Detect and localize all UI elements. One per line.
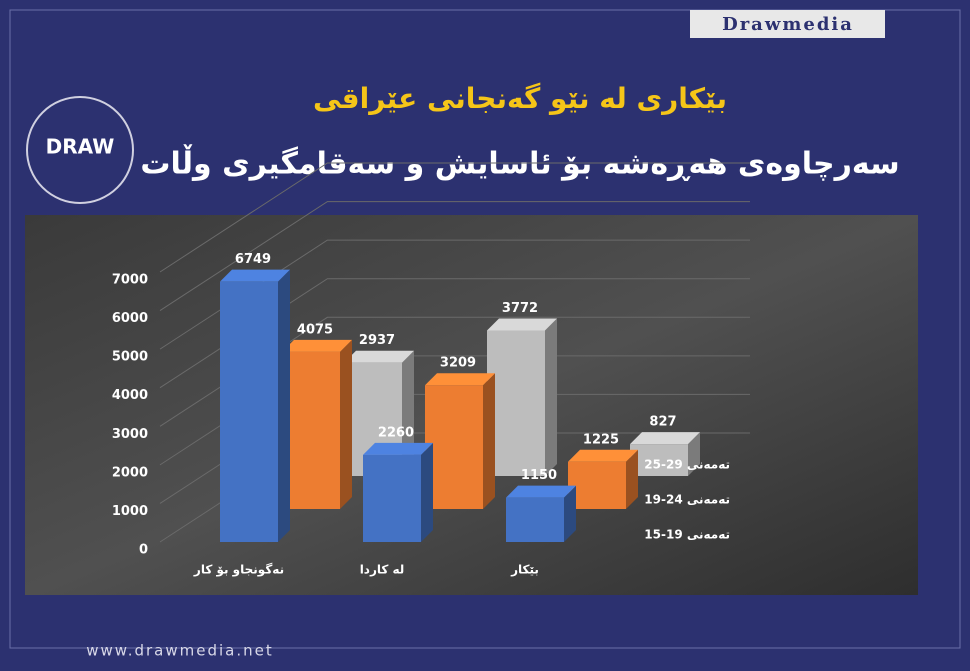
- brand-box: [690, 10, 885, 38]
- chart: 0 1000 2000 3000 4000 5000 6000 7000 2937 3772 827…: [112, 162, 750, 578]
- x-tick-label: بێکار: [510, 563, 539, 577]
- bar: [506, 497, 564, 542]
- bar-top: [220, 269, 290, 282]
- bar-side: [688, 432, 700, 476]
- bar: [568, 461, 626, 509]
- value-label: 2260: [378, 425, 414, 440]
- footer-url: www.drawmedia.net: [86, 642, 273, 660]
- value-label: 4075: [297, 322, 333, 337]
- value-label: 1150: [521, 468, 557, 483]
- bar-top: [568, 449, 638, 462]
- value-label: 2937: [359, 333, 395, 348]
- y-tick-label: 1000: [112, 504, 148, 519]
- bar: [487, 330, 545, 476]
- bar-side: [340, 339, 352, 509]
- bar-side: [278, 269, 290, 542]
- bar-top: [363, 442, 433, 455]
- bar: [220, 281, 278, 542]
- bar-top: [487, 318, 557, 331]
- grid-line: [159, 316, 750, 427]
- y-tick-label: 3000: [112, 427, 148, 442]
- y-tick-label: 7000: [112, 273, 148, 288]
- series-label: تەمەنی 19-15: [644, 528, 730, 542]
- y-tick-label: 4000: [112, 388, 148, 403]
- bar-top: [282, 339, 352, 352]
- value-label: 3209: [440, 356, 476, 371]
- grid-line: [159, 239, 750, 350]
- bar-top: [344, 350, 414, 363]
- bar: [363, 454, 421, 542]
- brand: Drawmedia: [722, 14, 854, 35]
- bar-top: [506, 485, 576, 498]
- bar-side: [545, 318, 557, 476]
- bar-side: [564, 485, 576, 542]
- series-label: تەمەنی 29-25: [644, 458, 730, 472]
- series-label: تەمەنی 24-19: [644, 493, 730, 507]
- bar-side: [626, 449, 638, 509]
- bar-top: [630, 432, 700, 445]
- bar-side: [483, 373, 495, 509]
- y-tick-label: 0: [139, 543, 148, 558]
- y-tick-label: 6000: [112, 311, 148, 326]
- bar: [425, 385, 483, 509]
- frame: [9, 9, 961, 649]
- logo: DRAW: [46, 135, 115, 159]
- grid-line: [159, 278, 750, 389]
- grid-line: [159, 201, 750, 311]
- value-label: 827: [649, 415, 676, 430]
- bar: [282, 351, 340, 509]
- value-label: 1225: [583, 432, 619, 447]
- bar: [630, 444, 688, 476]
- x-tick-label: لە کاردا: [360, 563, 405, 577]
- value-label: 6749: [235, 252, 271, 267]
- y-tick-label: 5000: [112, 350, 148, 365]
- value-label: 3772: [502, 301, 538, 316]
- bar-side: [421, 442, 433, 542]
- bar-top: [425, 373, 495, 386]
- title: بێکاری لە نێو گەنجانی عێراقی: [313, 82, 727, 115]
- logo-circle: [26, 96, 134, 204]
- grid-line: [159, 162, 750, 273]
- y-tick-label: 2000: [112, 465, 148, 480]
- x-tick-label: نەگونجاو بۆ کار: [193, 563, 284, 578]
